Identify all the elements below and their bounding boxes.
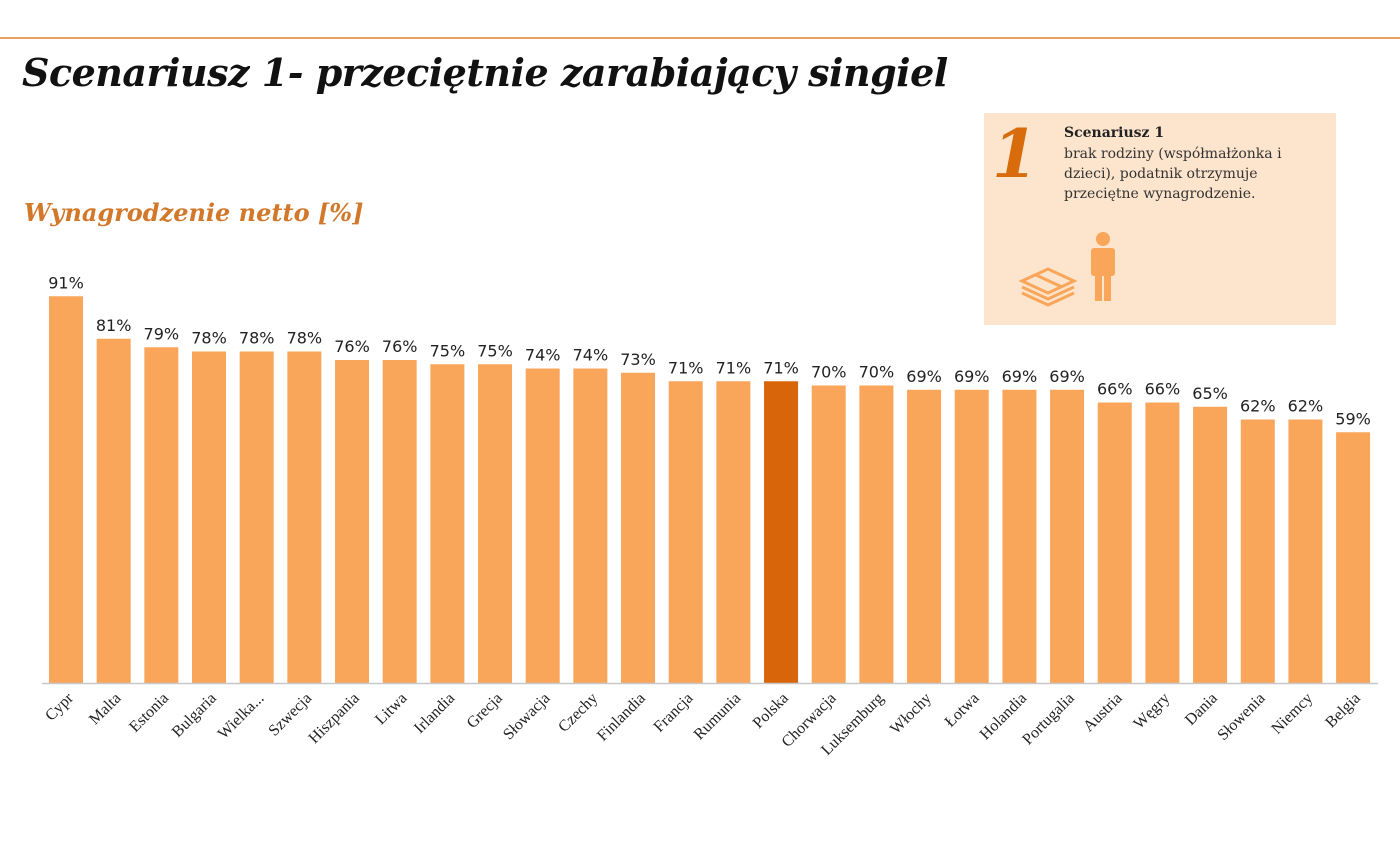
bar-Irlandia [430,364,465,683]
category-label: Hiszpania [306,690,363,747]
category-label: Malta [86,690,124,728]
bar-Czechy [573,368,608,683]
bar-Belgia [1336,432,1371,683]
category-label: Rumunia [691,690,745,744]
category-label: Słowenia [1214,690,1268,744]
data-label: 66% [1145,380,1181,399]
bar-Włochy [907,389,942,683]
category-label: Belgia [1322,690,1364,732]
bar-Hiszpania [335,360,370,683]
data-label: 69% [954,367,990,386]
category-label: Cypr [42,689,77,724]
category-label: Portugalia [1019,690,1078,749]
bar-Bulgaria [192,351,227,683]
category-label: Wielka... [215,690,268,743]
bar-Grecja [478,364,513,683]
category-label: Irlandia [411,690,458,737]
scenario-number: 1 [992,115,1038,193]
category-label: Bulgaria [169,690,220,741]
category-label: Litwa [372,690,410,728]
category-label: Łotwa [942,690,983,731]
scenario-heading: Scenariusz 1 [1064,125,1165,141]
bar-Węgry [1145,402,1180,683]
bar-Malta [96,338,131,683]
bar-Słowacja [525,368,560,683]
bar-Polska [764,381,799,683]
category-label: Węgry [1130,690,1173,733]
bar-Cypr [49,296,83,683]
data-label: 71% [668,358,704,377]
data-label: 65% [1192,384,1228,403]
data-label: 74% [525,346,561,365]
bar-Łotwa [954,389,989,683]
bar-Wielka... [239,351,274,683]
category-label: Słowacja [500,690,553,743]
page-title: Scenariusz 1- przeciętnie zarabiający si… [22,50,948,95]
category-label: Francja [651,690,697,736]
data-label: 91% [48,273,84,292]
data-label: 69% [1002,367,1038,386]
data-label: 69% [1049,367,1085,386]
bar-Austria [1097,402,1132,683]
data-label: 76% [334,337,370,356]
data-label: 78% [191,329,227,348]
data-label: 79% [144,324,180,343]
bar-Francja [668,381,703,683]
data-label: 76% [382,337,418,356]
data-label: 70% [859,363,895,382]
bar-Niemcy [1288,419,1323,683]
category-label: Czechy [555,690,601,736]
category-label: Estonia [126,690,172,736]
category-label: Austria [1080,690,1125,735]
data-label: 74% [573,346,609,365]
bar-Chorwacja [811,385,846,683]
top-divider [0,37,1400,39]
data-label: 70% [811,363,847,382]
category-label: Grecja [464,690,506,732]
chart-title: Wynagrodzenie netto [%] [24,198,364,227]
bar-Portugalia [1050,389,1085,683]
data-label: 69% [906,367,942,386]
data-label: 78% [287,329,323,348]
data-label: 62% [1288,397,1324,416]
bar-Szwecja [287,351,322,683]
bar-Rumunia [716,381,751,683]
bar-Dania [1193,406,1228,683]
data-label: 75% [477,341,513,360]
scenario-description: brak rodziny (współmałżonka i dzieci), p… [1064,146,1282,202]
category-label: Włochy [887,690,935,738]
bar-Estonia [144,347,179,683]
bar-Słowenia [1240,419,1275,683]
scenario-info-box: 1 Scenariusz 1 brak rodziny (współmałżon… [984,113,1336,325]
person-icon [1091,232,1115,301]
data-label: 81% [96,316,132,335]
data-label: 71% [763,358,799,377]
data-label: 73% [620,350,656,369]
category-label: Finlandia [594,690,649,745]
data-label: 62% [1240,397,1276,416]
category-label: Dania [1182,690,1221,729]
bar-Finlandia [621,372,656,683]
data-label: 75% [430,341,466,360]
bar-Litwa [382,360,417,683]
money-stack-icon [1018,267,1078,307]
category-label: Niemcy [1268,690,1316,738]
data-label: 71% [716,358,752,377]
category-label: Polska [750,690,792,732]
bar-Holandia [1002,389,1037,683]
data-label: 78% [239,329,275,348]
bar-Luksemburg [859,385,894,683]
data-label: 59% [1335,409,1371,428]
data-label: 66% [1097,380,1133,399]
